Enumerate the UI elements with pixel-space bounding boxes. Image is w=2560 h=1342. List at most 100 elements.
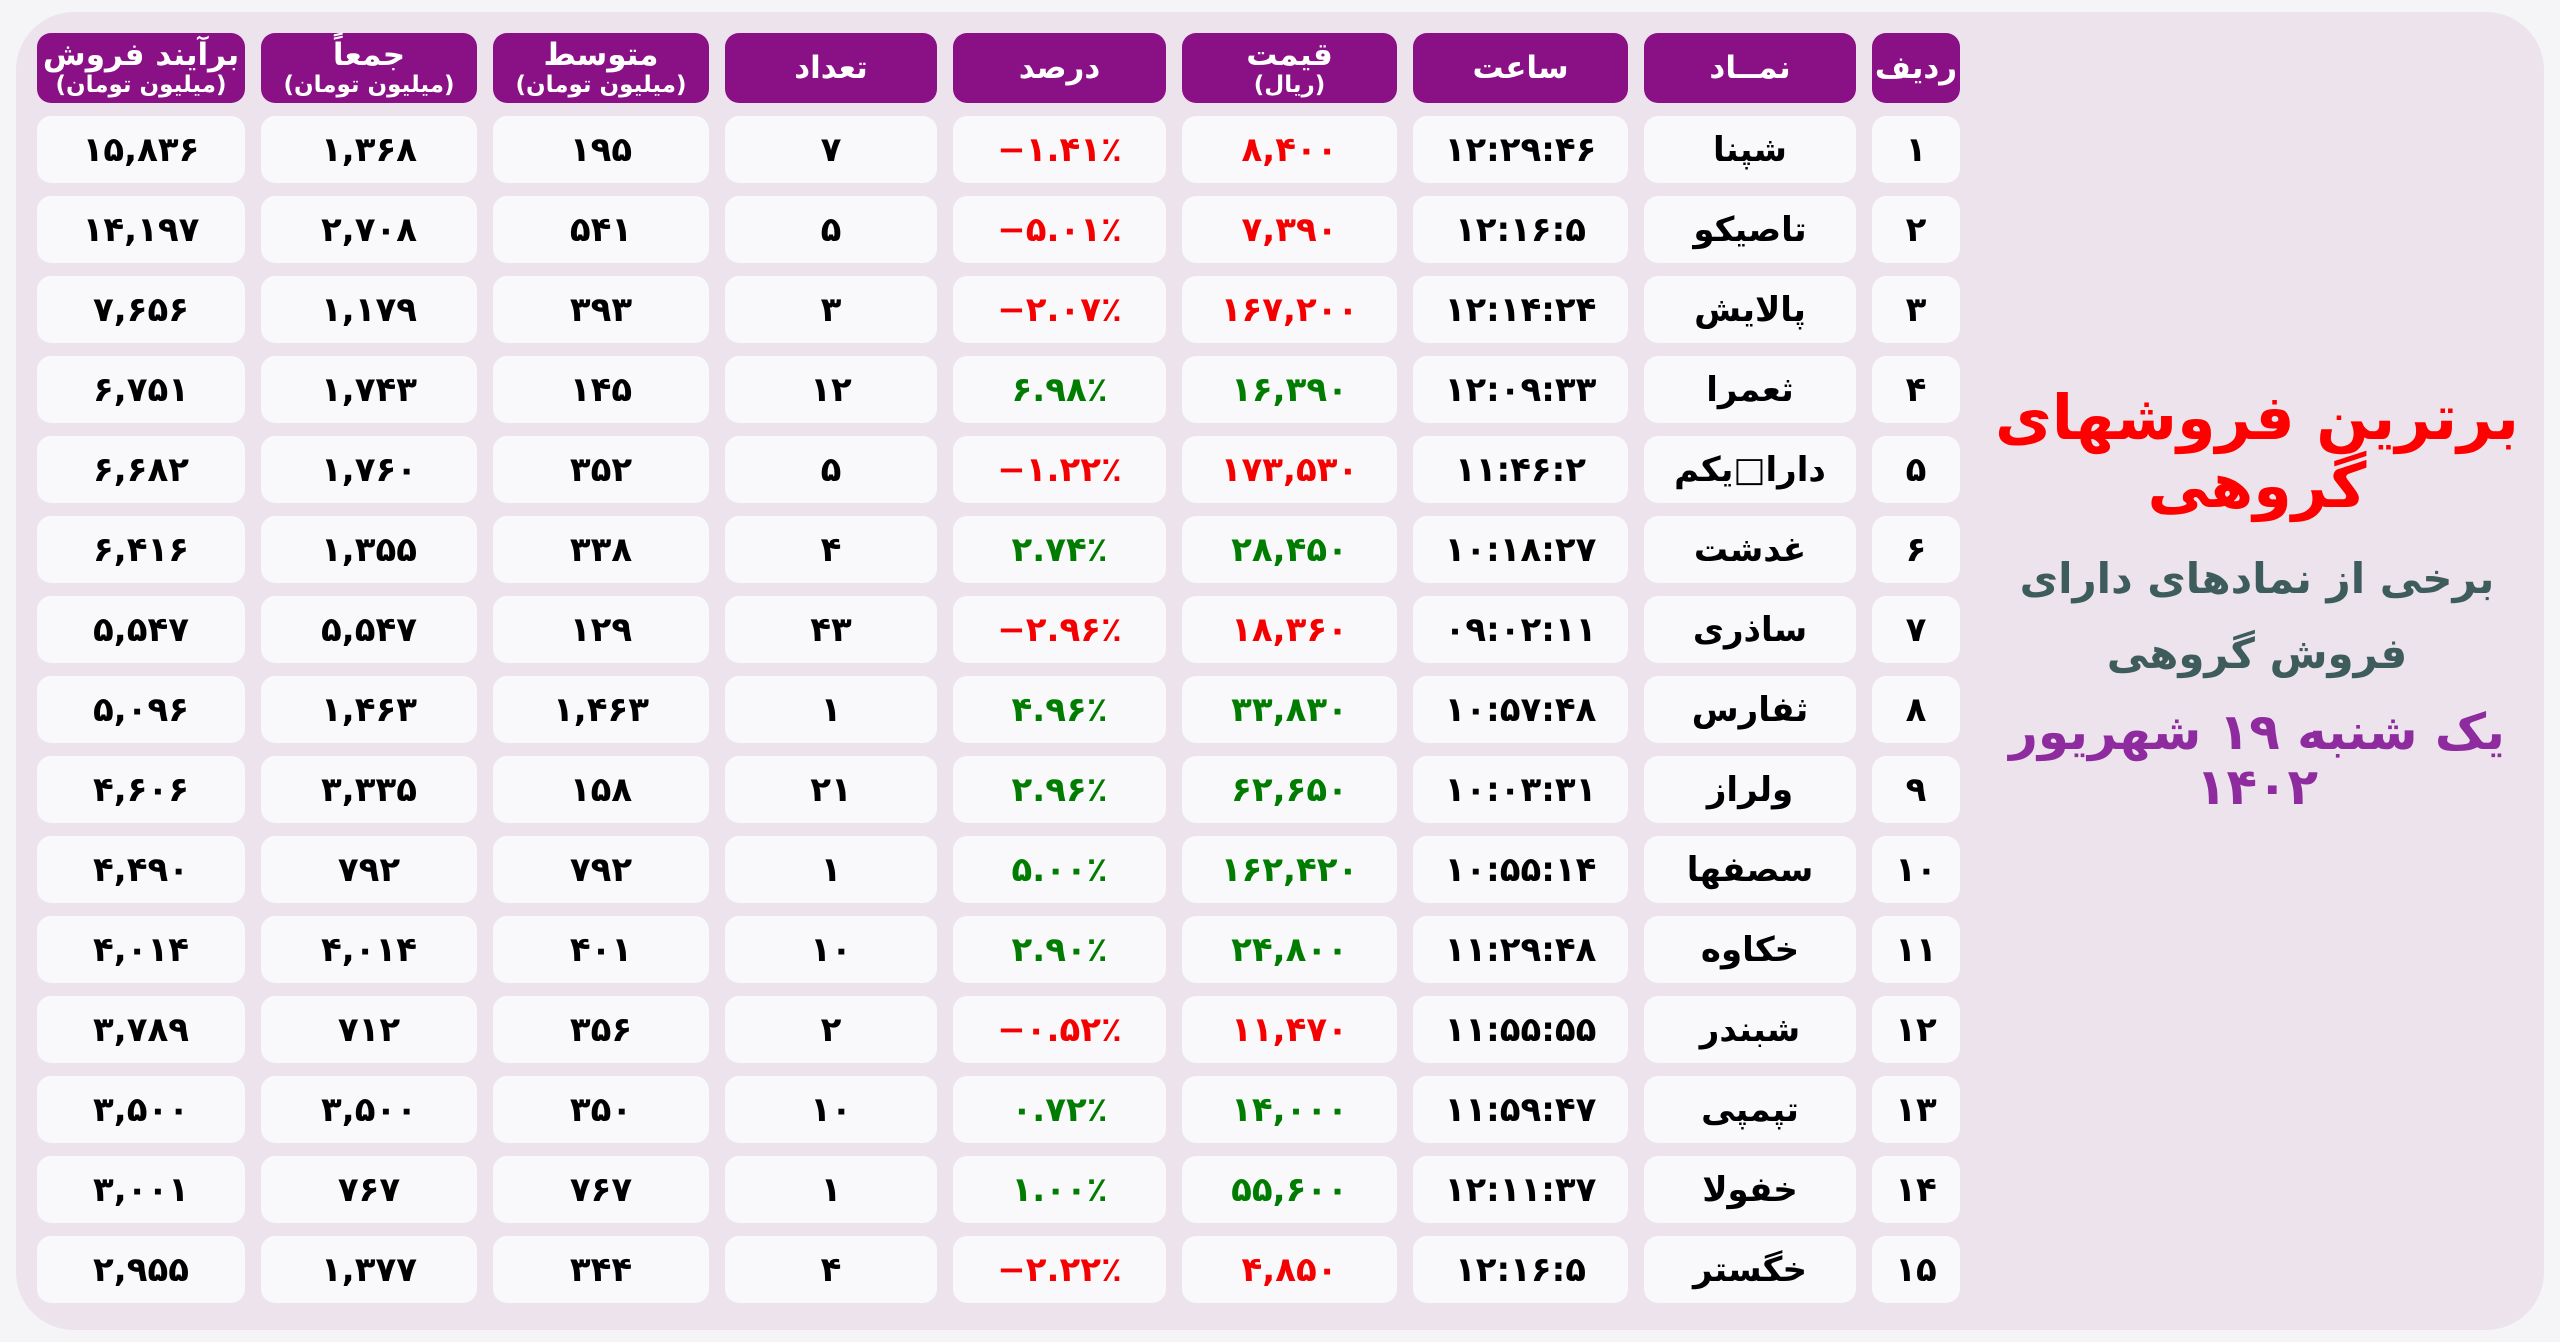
cell-value: ۱۲:۱۶:۵: [1455, 1249, 1586, 1290]
cell-time: ۱۰:۵۵:۱۴: [1413, 836, 1628, 903]
cell-price: ۲۴,۸۰۰: [1182, 916, 1397, 983]
cell-percent: ۴.۹۶٪: [953, 676, 1166, 743]
cell-percent: −۱.۲۲٪: [953, 436, 1166, 503]
cell-value: ۱۵,۸۳۶: [82, 129, 200, 170]
col-header-label: ساعت: [1472, 49, 1569, 86]
cell-value: −۲.۹۶٪: [997, 609, 1122, 650]
col-header-sum: جمعاً (میلیون تومان): [261, 33, 477, 103]
cell-value: ۱۰:۱۸:۲۷: [1444, 529, 1597, 570]
cell-symbol: خفولا: [1644, 1156, 1856, 1223]
cell-rank: ۵: [1872, 436, 1960, 503]
cell-value: ۲.۷۴٪: [1011, 529, 1108, 570]
cell-value: ۵۵,۶۰۰: [1231, 1169, 1348, 1210]
cell-sum: ۱,۳۶۸: [261, 116, 477, 183]
cell-rank: ۱۰: [1872, 836, 1960, 903]
cell-value: ۱۲:۱۴:۲۴: [1444, 289, 1597, 330]
cell-price: ۷,۳۹۰: [1182, 196, 1397, 263]
cell-sum: ۳,۵۰۰: [261, 1076, 477, 1143]
cell-rank: ۹: [1872, 756, 1960, 823]
cell-value: غدشت: [1693, 529, 1807, 570]
cell-count: ۱: [725, 1156, 937, 1223]
cell-symbol: سصفها: [1644, 836, 1856, 903]
cell-value: ۱۲۹: [569, 609, 633, 650]
cell-value: ۴,۶۰۶: [93, 769, 189, 810]
cell-value: ۱۲: [1895, 1009, 1937, 1050]
cell-value: ۱۱,۴۷۰: [1231, 1009, 1348, 1050]
cell-symbol: ثعمرا: [1644, 356, 1856, 423]
cell-avg: ۳۳۸: [493, 516, 709, 583]
cell-value: ۱۰:۵۵:۱۴: [1444, 849, 1597, 890]
cell-rank: ۱۲: [1872, 996, 1960, 1063]
cell-count: ۴۳: [725, 596, 937, 663]
cell-rank: ۳: [1872, 276, 1960, 343]
cell-count: ۵: [725, 436, 937, 503]
cell-value: ۳,۰۰۱: [93, 1169, 189, 1210]
cell-value: ۱۰:۰۳:۳۱: [1444, 769, 1597, 810]
cell-percent: ۰.۷۲٪: [953, 1076, 1166, 1143]
cell-value: ۳۵۲: [569, 449, 633, 490]
cell-net: ۴,۰۱۴: [37, 916, 245, 983]
cell-price: ۴,۸۵۰: [1182, 1236, 1397, 1303]
cell-value: ۲۴,۸۰۰: [1231, 929, 1348, 970]
cell-symbol: ساذری: [1644, 596, 1856, 663]
cell-symbol: تپمپی: [1644, 1076, 1856, 1143]
cell-rank: ۱: [1872, 116, 1960, 183]
cell-sum: ۷۱۲: [261, 996, 477, 1063]
cell-avg: ۱,۴۶۳: [493, 676, 709, 743]
cell-value: ۷۹۲: [569, 849, 633, 890]
cell-value: ۴۳: [810, 609, 852, 650]
col-header-label: متوسط: [543, 36, 659, 73]
cell-symbol: خکاوه: [1644, 916, 1856, 983]
cell-percent: −۲.۰۷٪: [953, 276, 1166, 343]
cell-value: ۱۲:۱۱:۳۷: [1444, 1169, 1597, 1210]
col-header-label: ردیف: [1874, 49, 1958, 86]
cell-percent: −۵.۰۱٪: [953, 196, 1166, 263]
cell-value: ۸: [1905, 689, 1927, 730]
cell-value: ۴: [1905, 369, 1927, 410]
cell-value: ۱۲:۲۹:۴۶: [1444, 129, 1597, 170]
cell-value: ۰۹:۰۲:۱۱: [1444, 609, 1597, 650]
cell-value: ۱,۷۴۳: [321, 369, 417, 410]
col-header-label: قیمت: [1246, 36, 1333, 73]
col-header-unit: (میلیون تومان): [283, 72, 455, 99]
cell-value: ۳,۵۰۰: [93, 1089, 189, 1130]
cell-symbol: ثفارس: [1644, 676, 1856, 743]
col-header-time: ساعت: [1413, 33, 1628, 103]
cell-value: ۷: [1905, 609, 1927, 650]
cell-percent: ۲.۹۰٪: [953, 916, 1166, 983]
cell-value: ۱۴۵: [569, 369, 633, 410]
cell-avg: ۱۲۹: [493, 596, 709, 663]
cell-value: ۴,۴۹۰: [93, 849, 189, 890]
cell-value: ۱۰: [810, 1089, 852, 1130]
cell-value: ثفارس: [1691, 689, 1809, 730]
cell-value: ۲: [1905, 209, 1927, 250]
col-header-avg: متوسط (میلیون تومان): [493, 33, 709, 103]
cell-value: ۳,۵۰۰: [321, 1089, 417, 1130]
cell-price: ۳۳,۸۳۰: [1182, 676, 1397, 743]
cell-value: ۱۴: [1895, 1169, 1937, 1210]
cell-value: ۴,۰۱۴: [321, 929, 417, 970]
cell-value: ۴,۰۱۴: [93, 929, 189, 970]
cell-sum: ۱,۷۴۳: [261, 356, 477, 423]
cell-avg: ۴۰۱: [493, 916, 709, 983]
infographic-panel: ردیف نمــاد ساعت قیمت (ریال) درصد تعداد متوسط (م…: [16, 12, 2544, 1330]
cell-sum: ۵,۵۴۷: [261, 596, 477, 663]
cell-value: ۸,۴۰۰: [1241, 129, 1338, 170]
cell-value: ۲: [820, 1009, 842, 1050]
cell-value: ۱۶۷,۲۰۰: [1220, 289, 1359, 330]
cell-value: سصفها: [1686, 849, 1814, 890]
cell-price: ۶۲,۶۵۰: [1182, 756, 1397, 823]
cell-value: ۱۰: [810, 929, 852, 970]
cell-value: ۳۵۰: [569, 1089, 633, 1130]
cell-avg: ۳۵۲: [493, 436, 709, 503]
cell-value: ۶: [1905, 529, 1927, 570]
cell-count: ۱۲: [725, 356, 937, 423]
cell-value: ۱۲: [810, 369, 852, 410]
cell-value: ۳۳۸: [569, 529, 633, 570]
cell-net: ۶,۴۱۶: [37, 516, 245, 583]
cell-rank: ۱۳: [1872, 1076, 1960, 1143]
cell-value: −۲.۲۲٪: [997, 1249, 1122, 1290]
col-header-symbol: نمــاد: [1644, 33, 1856, 103]
cell-value: ۱۱: [1895, 929, 1937, 970]
cell-value: ۱۳: [1895, 1089, 1937, 1130]
